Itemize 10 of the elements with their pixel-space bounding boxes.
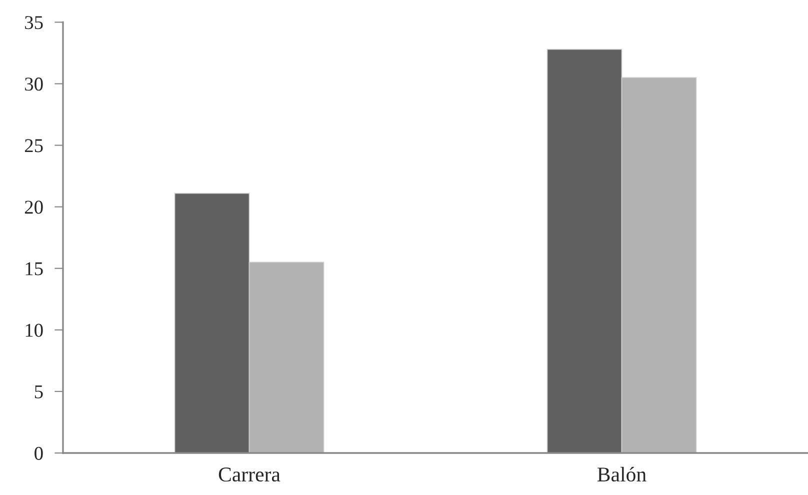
y-tick-label: 10 (26, 324, 43, 337)
y-tick-label: 35 (25, 16, 43, 30)
y-tick-label: 5 (34, 385, 43, 398)
x-tick-label: Carrera (218, 468, 280, 482)
y-tick-label: 20 (24, 200, 43, 214)
y-tick-label: 30 (25, 78, 43, 91)
y-tick-label: 0 (34, 446, 43, 460)
y-tick-label: 15 (26, 262, 43, 276)
y-tick-label: 25 (24, 139, 43, 152)
x-tick-label: Balón (597, 466, 646, 482)
